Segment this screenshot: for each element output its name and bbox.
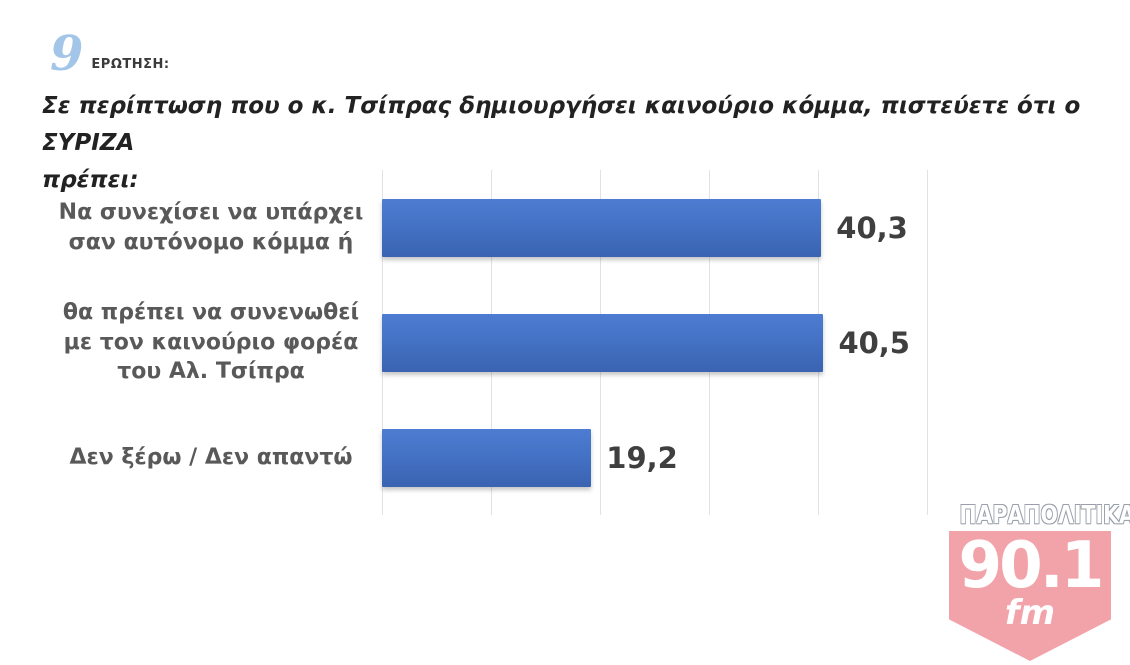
bar-2 — [382, 428, 592, 487]
station-badge: 90.1 fm — [949, 531, 1111, 661]
bar-row: 19,2 — [382, 400, 927, 515]
station-frequency: 90.1 — [958, 529, 1105, 603]
value-label-2: 19,2 — [606, 440, 678, 475]
bar-chart: Να συνεχίσει να υπάρχει σαν αυτόνομο κόμ… — [40, 170, 928, 515]
category-label-0: Να συνεχίσει να υπάρχει σαν αυτόνομο κόμ… — [40, 170, 382, 285]
category-label-text: Δεν ξέρω / Δεν απαντώ — [69, 444, 353, 470]
bar-0 — [382, 198, 822, 257]
value-label-0: 40,3 — [836, 210, 908, 245]
question-label: ΕΡΩΤΗΣΗ: — [91, 57, 170, 72]
bar-row: 40,3 — [382, 170, 927, 285]
category-label-2: Δεν ξέρω / Δεν απαντώ — [40, 400, 382, 515]
station-name: ΠΑΡΑΠΟΛΙΤΙΚΑ — [959, 500, 1130, 529]
question-title: Σε περίπτωση που ο κ. Τσίπρας δημιουργήσ… — [42, 88, 1102, 198]
value-label-1: 40,5 — [838, 325, 910, 360]
station-band: fm — [1004, 593, 1056, 634]
question-header: 9 ΕΡΩΤΗΣΗ: — [50, 30, 170, 78]
gridline — [927, 170, 928, 515]
plot-area: 40,3 40,5 19,2 — [382, 170, 928, 515]
question-title-line2: πρέπει: — [42, 166, 139, 193]
category-label-text: θα πρέπει να συνενωθεί με τον καινούριο … — [62, 299, 360, 385]
question-title-line1: Σε περίπτωση που ο κ. Τσίπρας δημιουργήσ… — [42, 93, 1081, 156]
question-number: 9 — [50, 26, 83, 82]
category-label-1: θα πρέπει να συνενωθεί με τον καινούριο … — [40, 285, 382, 400]
category-labels: Να συνεχίσει να υπάρχει σαν αυτόνομο κόμ… — [40, 170, 382, 515]
station-logo: ΠΑΡΑΠΟΛΙΤΙΚΑ 90.1 fm — [944, 500, 1130, 661]
category-label-text: Να συνεχίσει να υπάρχει σαν αυτόνομο κόμ… — [58, 199, 364, 255]
bar-row: 40,5 — [382, 285, 927, 400]
bar-1 — [382, 313, 824, 372]
